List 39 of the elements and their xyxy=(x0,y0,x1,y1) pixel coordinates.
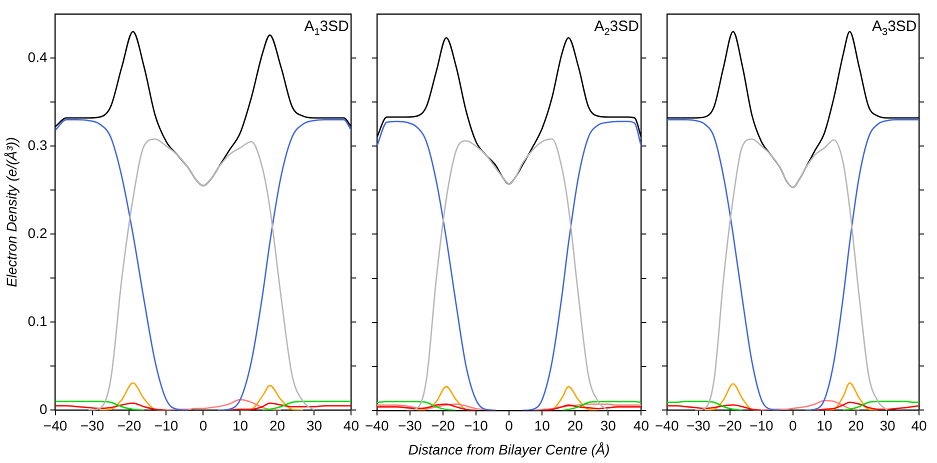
y-tick-label: 0 xyxy=(39,401,48,418)
x-tick-label: 40 xyxy=(633,418,650,434)
x-tick-label: 0 xyxy=(505,418,514,434)
x-tick-label: 10 xyxy=(534,418,550,434)
x-tick-label: −20 xyxy=(718,417,742,434)
x-tick-label: −30 xyxy=(398,418,422,434)
x-tick-label: −10 xyxy=(750,417,774,434)
x-tick-label: 0 xyxy=(789,417,798,434)
y-axis-title: Electron Density (e/(Å³)) xyxy=(3,137,20,288)
y-tick-label: 0.3 xyxy=(28,136,48,153)
x-tick-label: −40 xyxy=(655,417,679,434)
x-tick-label: 10 xyxy=(232,417,248,434)
x-tick-label: 40 xyxy=(343,417,360,434)
x-tick-label: −30 xyxy=(80,417,104,434)
x-tick-label: 30 xyxy=(880,417,896,434)
x-axis-title: Distance from Bilayer Centre (Å) xyxy=(408,441,610,458)
y-tick-label: 0.2 xyxy=(28,224,48,241)
x-tick-label: −10 xyxy=(464,418,488,434)
x-tick-label: 40 xyxy=(911,417,927,434)
x-tick-label: 30 xyxy=(306,417,322,434)
y-tick-label: 0.4 xyxy=(28,48,48,65)
line-series xyxy=(88,138,315,410)
x-tick-label: −10 xyxy=(154,417,178,434)
x-tick-label: −30 xyxy=(686,417,710,434)
x-tick-label: 30 xyxy=(600,418,616,434)
x-tick-label: 10 xyxy=(816,417,832,434)
chart-title: A$_{1}$3SD xyxy=(304,18,349,38)
x-tick-label: 0 xyxy=(199,417,208,434)
line-series xyxy=(166,398,282,410)
x-tick-label: 20 xyxy=(567,418,584,434)
chart-title: A$_{3}$3SD xyxy=(872,18,917,38)
x-tick-label: −40 xyxy=(365,418,389,434)
y-tick-label: 0.1 xyxy=(28,313,48,330)
chart-title: A$_{2}$3SD xyxy=(594,18,639,38)
x-tick-label: −40 xyxy=(43,417,68,434)
x-tick-label: 20 xyxy=(848,417,864,434)
x-tick-label: −20 xyxy=(431,418,456,434)
x-tick-label: −20 xyxy=(117,417,142,434)
x-tick-label: 20 xyxy=(269,417,286,434)
